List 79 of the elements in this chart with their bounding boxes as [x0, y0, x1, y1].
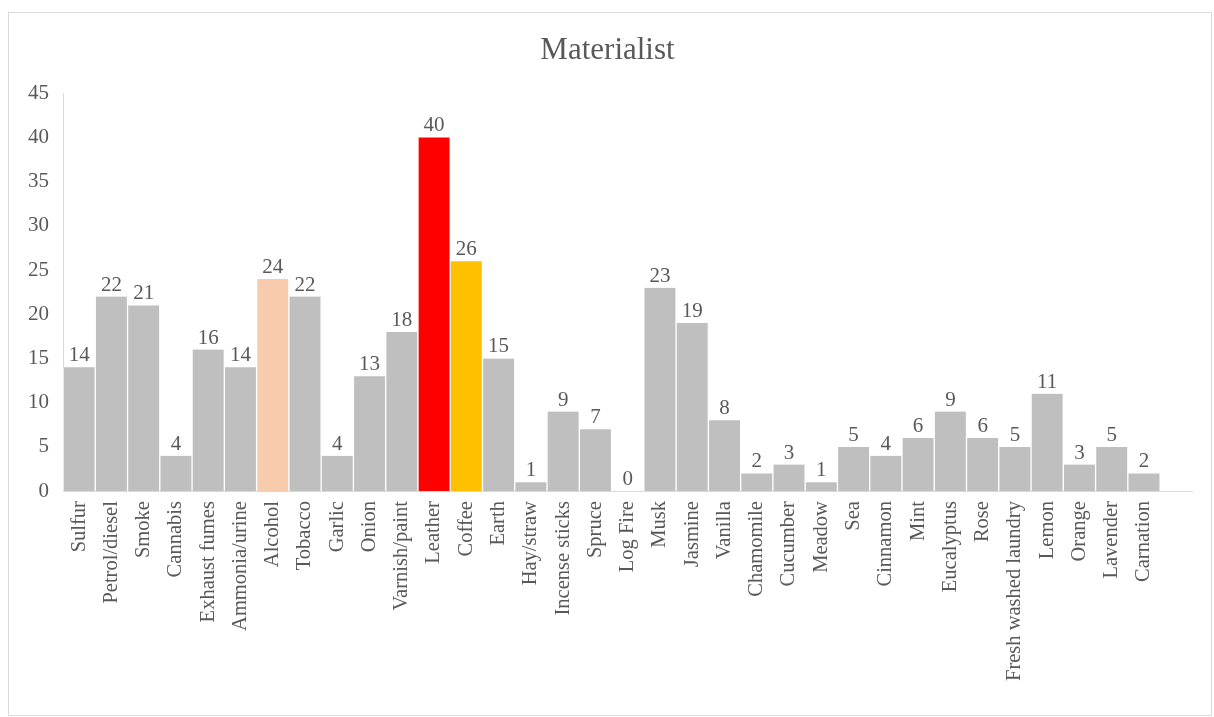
data-label: 11 [1037, 368, 1058, 393]
x-tick-label: Cucumber [776, 500, 799, 587]
y-tick-label: 0 [38, 477, 49, 502]
x-tick-label: Leather [421, 500, 444, 564]
x-tick-label: Earth [486, 501, 509, 546]
data-label: 1 [816, 457, 827, 482]
x-tick-label: Sea [840, 501, 863, 531]
x-tick-label: Tobacco [292, 501, 315, 571]
data-label: 6 [912, 413, 924, 438]
data-label: 19 [681, 298, 703, 323]
data-label: 22 [100, 271, 122, 296]
data-label: 7 [590, 404, 601, 429]
x-tick-label: Ammonia/urine [227, 501, 250, 631]
data-label: 2 [751, 448, 763, 473]
y-tick-label: 35 [28, 168, 49, 193]
x-tick-label: Eucalyptus [937, 501, 961, 593]
x-tick-label: Jasmine [679, 501, 702, 568]
data-label: 26 [455, 236, 477, 261]
data-label: 5 [848, 421, 859, 446]
data-label: 2 [1138, 448, 1150, 473]
y-tick-label: 25 [28, 256, 49, 281]
data-label: 8 [719, 395, 730, 420]
data-label: 5 [1106, 421, 1117, 446]
x-tick-label: Log Fire [615, 501, 639, 573]
data-label: 21 [133, 280, 155, 305]
x-tick-label: Lemon [1034, 501, 1057, 560]
x-tick-label: Incense sticks [550, 501, 573, 616]
x-tick-label: Varnish/paint [389, 500, 413, 611]
data-label: 23 [649, 262, 671, 287]
data-label: 16 [197, 324, 219, 349]
data-label: 4 [332, 430, 344, 455]
data-label: 9 [945, 386, 956, 411]
data-label: 9 [557, 386, 569, 411]
y-tick-label: 20 [28, 300, 49, 325]
data-label: 4 [880, 430, 892, 455]
x-tick-label: Meadow [808, 500, 831, 573]
data-label: 4 [170, 430, 182, 455]
y-tick-label: 10 [28, 389, 49, 414]
y-tick-label: 45 [28, 79, 49, 104]
data-label: 0 [622, 466, 633, 491]
x-tick-label: Cannabis [163, 501, 186, 578]
data-label: 40 [423, 112, 445, 137]
data-label: 18 [391, 306, 413, 331]
x-tick-label: Onion [356, 501, 379, 553]
y-tick-label: 5 [38, 433, 49, 458]
x-tick-label: Cinnamon [873, 501, 896, 587]
x-tick-label: Rose [970, 501, 993, 543]
x-tick-label: Carnation [1131, 501, 1154, 582]
data-label: 1 [525, 457, 537, 482]
x-tick-label: Hay/straw [518, 500, 542, 586]
data-label: 15 [488, 333, 510, 358]
data-label: 3 [783, 439, 795, 464]
x-tick-label: Coffee [453, 501, 476, 557]
data-label: 13 [359, 351, 381, 376]
data-label: 14 [68, 342, 91, 367]
x-tick-label: Spruce [582, 501, 606, 559]
y-tick-label: 30 [28, 212, 49, 237]
data-label: 22 [294, 271, 316, 296]
y-tick-label: 40 [28, 123, 49, 148]
x-tick-label: Musk [647, 500, 670, 548]
x-tick-label: Orange [1066, 501, 1090, 562]
data-label: 3 [1074, 439, 1085, 464]
x-tick-label: Petrol/diesel [98, 500, 121, 604]
x-tick-label: Sulfur [66, 500, 89, 553]
data-label: 24 [262, 253, 284, 278]
data-label: 5 [1009, 421, 1021, 446]
x-tick-label: Mint [905, 500, 928, 541]
x-tick-label: Exhaust fumes [195, 501, 218, 623]
data-label: 14 [229, 342, 252, 367]
data-label: 6 [977, 413, 988, 438]
x-tick-label: Vanilla [711, 501, 734, 560]
chart-title: Materialist [540, 30, 676, 66]
y-tick-label: 15 [28, 344, 49, 369]
x-tick-label: Garlic [324, 501, 347, 553]
x-tick-label: Fresh washed laundry [1002, 500, 1026, 681]
x-tick-label: Smoke [131, 501, 154, 559]
x-tick-label: Alcohol [260, 500, 283, 568]
x-tick-label: Lavender [1099, 500, 1122, 579]
x-tick-label: Chamomile [744, 501, 767, 597]
